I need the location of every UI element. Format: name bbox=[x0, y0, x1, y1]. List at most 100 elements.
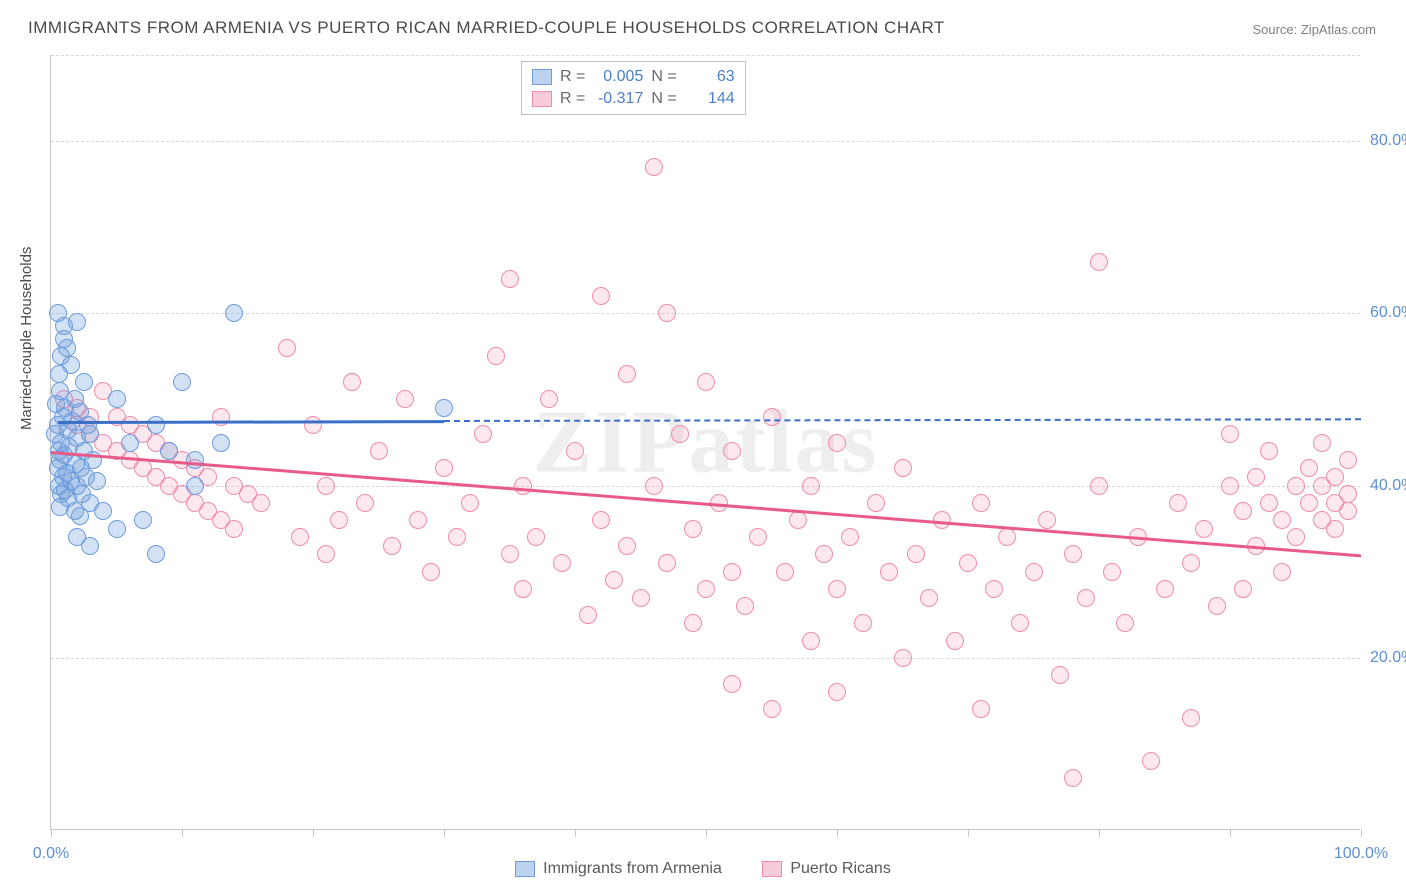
scatter-point bbox=[723, 442, 741, 460]
scatter-point bbox=[763, 700, 781, 718]
swatch-pink bbox=[762, 861, 782, 877]
scatter-point bbox=[304, 416, 322, 434]
scatter-point bbox=[147, 545, 165, 563]
scatter-point bbox=[894, 649, 912, 667]
scatter-point bbox=[763, 408, 781, 426]
scatter-point bbox=[435, 459, 453, 477]
scatter-point bbox=[75, 373, 93, 391]
r-value-pink: -0.317 bbox=[593, 88, 643, 110]
scatter-point bbox=[723, 675, 741, 693]
scatter-point bbox=[540, 390, 558, 408]
scatter-point bbox=[1313, 434, 1331, 452]
scatter-point bbox=[1051, 666, 1069, 684]
scatter-point bbox=[147, 416, 165, 434]
scatter-point bbox=[527, 528, 545, 546]
scatter-point bbox=[1326, 520, 1344, 538]
scatter-point bbox=[828, 580, 846, 598]
scatter-point bbox=[343, 373, 361, 391]
chart-title: IMMIGRANTS FROM ARMENIA VS PUERTO RICAN … bbox=[28, 18, 945, 38]
scatter-point bbox=[959, 554, 977, 572]
scatter-point bbox=[658, 554, 676, 572]
x-tick bbox=[182, 829, 183, 837]
scatter-point bbox=[1287, 477, 1305, 495]
scatter-point bbox=[697, 580, 715, 598]
chart-source: Source: ZipAtlas.com bbox=[1252, 22, 1376, 37]
scatter-point bbox=[121, 434, 139, 452]
scatter-point bbox=[802, 632, 820, 650]
x-tick bbox=[706, 829, 707, 837]
scatter-point bbox=[1300, 459, 1318, 477]
x-tick bbox=[837, 829, 838, 837]
gridline bbox=[51, 55, 1360, 56]
scatter-point bbox=[1339, 485, 1357, 503]
legend-label-pink: Puerto Ricans bbox=[790, 860, 891, 878]
scatter-point bbox=[946, 632, 964, 650]
swatch-blue bbox=[515, 861, 535, 877]
trendline bbox=[51, 451, 1361, 557]
scatter-point bbox=[225, 304, 243, 322]
scatter-point bbox=[894, 459, 912, 477]
scatter-point bbox=[94, 502, 112, 520]
scatter-point bbox=[618, 537, 636, 555]
scatter-point bbox=[920, 589, 938, 607]
scatter-point bbox=[972, 494, 990, 512]
scatter-point bbox=[1182, 554, 1200, 572]
scatter-point bbox=[1339, 451, 1357, 469]
scatter-point bbox=[108, 390, 126, 408]
scatter-point bbox=[1011, 614, 1029, 632]
y-axis-title: Married-couple Households bbox=[18, 247, 35, 430]
scatter-point bbox=[802, 477, 820, 495]
scatter-point bbox=[435, 399, 453, 417]
scatter-point bbox=[1195, 520, 1213, 538]
scatter-point bbox=[907, 545, 925, 563]
y-tick-label: 80.0% bbox=[1370, 132, 1406, 150]
scatter-point bbox=[854, 614, 872, 632]
legend-row-pink: R = -0.317 N = 144 bbox=[532, 88, 735, 110]
scatter-point bbox=[880, 563, 898, 581]
scatter-point bbox=[212, 434, 230, 452]
scatter-point bbox=[252, 494, 270, 512]
scatter-point bbox=[81, 537, 99, 555]
x-tick bbox=[51, 829, 52, 837]
scatter-point bbox=[618, 365, 636, 383]
scatter-point bbox=[186, 477, 204, 495]
n-value-blue: 63 bbox=[685, 66, 735, 88]
scatter-point bbox=[1287, 528, 1305, 546]
scatter-point bbox=[736, 597, 754, 615]
scatter-point bbox=[579, 606, 597, 624]
scatter-point bbox=[632, 589, 650, 607]
scatter-point bbox=[1273, 563, 1291, 581]
scatter-point bbox=[186, 451, 204, 469]
legend-item-pink: Puerto Ricans bbox=[762, 860, 891, 878]
x-tick bbox=[1230, 829, 1231, 837]
gridline bbox=[51, 141, 1360, 142]
scatter-point bbox=[396, 390, 414, 408]
x-tick bbox=[575, 829, 576, 837]
scatter-point bbox=[225, 520, 243, 538]
scatter-point bbox=[68, 313, 86, 331]
scatter-point bbox=[1326, 468, 1344, 486]
scatter-point bbox=[566, 442, 584, 460]
n-label: N = bbox=[651, 66, 676, 88]
scatter-point bbox=[867, 494, 885, 512]
scatter-point bbox=[1090, 477, 1108, 495]
scatter-point bbox=[370, 442, 388, 460]
scatter-point bbox=[1247, 468, 1265, 486]
scatter-point bbox=[474, 425, 492, 443]
scatter-point bbox=[828, 434, 846, 452]
scatter-point bbox=[1169, 494, 1187, 512]
scatter-point bbox=[278, 339, 296, 357]
scatter-point bbox=[1339, 502, 1357, 520]
scatter-point bbox=[1156, 580, 1174, 598]
scatter-point bbox=[592, 511, 610, 529]
scatter-point bbox=[71, 507, 89, 525]
scatter-point bbox=[1273, 511, 1291, 529]
scatter-point bbox=[1300, 494, 1318, 512]
x-tick bbox=[444, 829, 445, 837]
scatter-point bbox=[1025, 563, 1043, 581]
scatter-point bbox=[291, 528, 309, 546]
n-value-pink: 144 bbox=[685, 88, 735, 110]
trendline bbox=[58, 420, 444, 423]
scatter-point bbox=[487, 347, 505, 365]
scatter-point bbox=[1142, 752, 1160, 770]
